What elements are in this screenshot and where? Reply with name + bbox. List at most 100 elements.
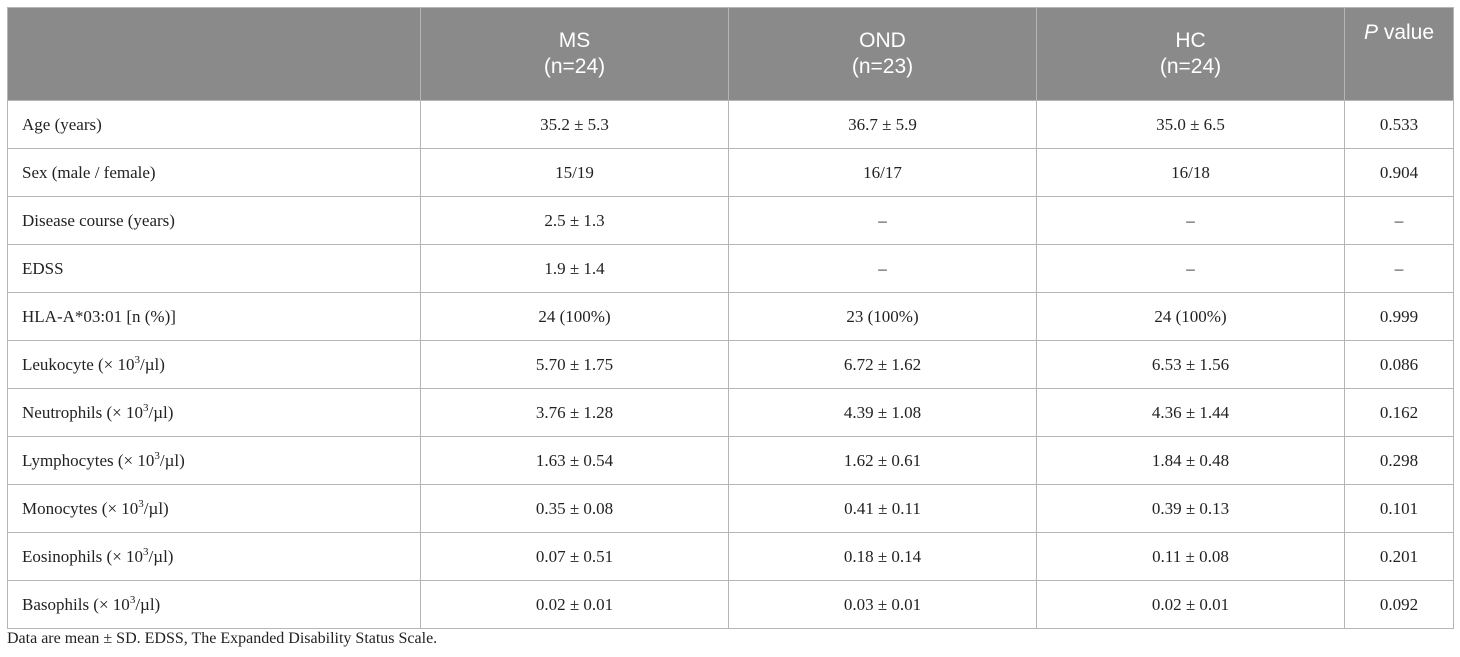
cell-ms: 15/19 [420,148,729,197]
row-label-unit: /µl) [140,354,165,374]
cell-ond: 0.41 ± 0.11 [728,484,1037,533]
cell-ond: 1.62 ± 0.61 [728,436,1037,485]
cell-ms: 1.63 ± 0.54 [420,436,729,485]
header-hc-name: HC [1175,29,1206,52]
row-label-sup: 3 [138,497,144,510]
cell-ms: 35.2 ± 5.3 [420,100,729,149]
cell-ond: 16/17 [728,148,1037,197]
row-label-text: Monocytes (× 10 [22,498,139,518]
row-label-unit: /µl) [148,402,174,422]
header-ms-n: (n=24) [543,55,606,78]
cell-hc: 0.02 ± 0.01 [1036,580,1345,629]
row-label-text: Lymphocytes (× 10 [22,450,155,470]
cell-ms: 5.70 ± 1.75 [420,340,729,389]
cell-hc: 4.36 ± 1.44 [1036,388,1345,437]
row-label-unit: /µl) [135,594,161,614]
row-label: HLA-A*03:01 [n (%)] [7,292,421,341]
cell-p: 0.298 [1344,436,1454,485]
row-label-unit: /µl) [143,498,169,518]
row-label: Leukocyte (× 103/µl) [7,340,421,389]
cell-ms: 24 (100%) [420,292,729,341]
header-p-value: P value [1344,7,1454,101]
row-label: Disease course (years) [7,196,421,245]
row-label-text: Eosinophils (× 10 [22,546,144,566]
header-blank [7,7,421,101]
cell-p: 0.201 [1344,532,1454,581]
cell-hc: 1.84 ± 0.48 [1036,436,1345,485]
row-label-sup: 3 [143,401,149,414]
table-row: Basophils (× 103/µl) 0.02 ± 0.01 0.03 ± … [7,580,1454,629]
table-row: EDSS 1.9 ± 1.4 – – – [7,244,1454,293]
row-label: Lymphocytes (× 103/µl) [7,436,421,485]
table-row: Leukocyte (× 103/µl) 5.70 ± 1.75 6.72 ± … [7,340,1454,389]
row-label-sup: 3 [134,353,141,366]
row-label: Sex (male / female) [7,148,421,197]
header-ms-name: MS [558,29,591,52]
cell-ond: 4.39 ± 1.08 [728,388,1037,437]
row-label-unit: /µl) [148,546,174,566]
row-label-sup: 3 [143,545,149,558]
cell-p: 0.999 [1344,292,1454,341]
cell-hc: – [1036,244,1345,293]
row-label-sup: 3 [129,593,136,606]
cell-hc: – [1036,196,1345,245]
table-row: Monocytes (× 103/µl) 0.35 ± 0.08 0.41 ± … [7,484,1454,533]
cell-p: 0.162 [1344,388,1454,437]
header-ms: MS (n=24) [420,7,729,101]
cell-p: 0.092 [1344,580,1454,629]
characteristics-table: MS (n=24) OND (n=23) HC (n=24) P value A… [7,7,1454,629]
table-row: Neutrophils (× 103/µl) 3.76 ± 1.28 4.39 … [7,388,1454,437]
header-hc-n: (n=24) [1159,55,1222,78]
cell-hc: 24 (100%) [1036,292,1345,341]
row-label: Neutrophils (× 103/µl) [7,388,421,437]
header-p-rest: value [1377,21,1435,44]
header-ond-n: (n=23) [851,55,914,78]
cell-ond: 0.03 ± 0.01 [728,580,1037,629]
cell-p: 0.533 [1344,100,1454,149]
cell-ond: – [728,196,1037,245]
cell-hc: 0.39 ± 0.13 [1036,484,1345,533]
header-ond: OND (n=23) [728,7,1037,101]
cell-ond: – [728,244,1037,293]
cell-ms: 3.76 ± 1.28 [420,388,729,437]
cell-p: 0.101 [1344,484,1454,533]
row-label: EDSS [7,244,421,293]
header-ond-name: OND [859,29,906,52]
cell-ms: 0.02 ± 0.01 [420,580,729,629]
header-row: MS (n=24) OND (n=23) HC (n=24) P value [7,7,1454,101]
row-label-text: Neutrophils (× 10 [22,402,144,422]
table-row: HLA-A*03:01 [n (%)] 24 (100%) 23 (100%) … [7,292,1454,341]
cell-ms: 2.5 ± 1.3 [420,196,729,245]
cell-p: 0.086 [1344,340,1454,389]
table-row: Lymphocytes (× 103/µl) 1.63 ± 0.54 1.62 … [7,436,1454,485]
cell-hc: 16/18 [1036,148,1345,197]
table-row: Eosinophils (× 103/µl) 0.07 ± 0.51 0.18 … [7,532,1454,581]
row-label: Age (years) [7,100,421,149]
cell-ms: 0.07 ± 0.51 [420,532,729,581]
cell-p: 0.904 [1344,148,1454,197]
cell-ond: 0.18 ± 0.14 [728,532,1037,581]
header-hc: HC (n=24) [1036,7,1345,101]
row-label-text: Leukocyte (× 10 [22,354,135,374]
cell-ond: 6.72 ± 1.62 [728,340,1037,389]
cell-hc: 6.53 ± 1.56 [1036,340,1345,389]
row-label: Eosinophils (× 103/µl) [7,532,421,581]
cell-hc: 35.0 ± 6.5 [1036,100,1345,149]
header-p-italic: P [1363,21,1378,44]
row-label: Monocytes (× 103/µl) [7,484,421,533]
cell-ond: 36.7 ± 5.9 [728,100,1037,149]
cell-hc: 0.11 ± 0.08 [1036,532,1345,581]
cell-p: – [1344,244,1454,293]
table-row: Age (years) 35.2 ± 5.3 36.7 ± 5.9 35.0 ±… [7,100,1454,149]
row-label-sup: 3 [154,449,160,462]
table-row: Sex (male / female) 15/19 16/17 16/18 0.… [7,148,1454,197]
cell-p: – [1344,196,1454,245]
cell-ond: 23 (100%) [728,292,1037,341]
row-label: Basophils (× 103/µl) [7,580,421,629]
table-footnote: Data are mean ± SD. EDSS, The Expanded D… [7,630,438,647]
row-label-text: Basophils (× 10 [22,594,130,614]
table-row: Disease course (years) 2.5 ± 1.3 – – – [7,196,1454,245]
row-label-unit: /µl) [159,450,185,470]
cell-ms: 1.9 ± 1.4 [420,244,729,293]
cell-ms: 0.35 ± 0.08 [420,484,729,533]
